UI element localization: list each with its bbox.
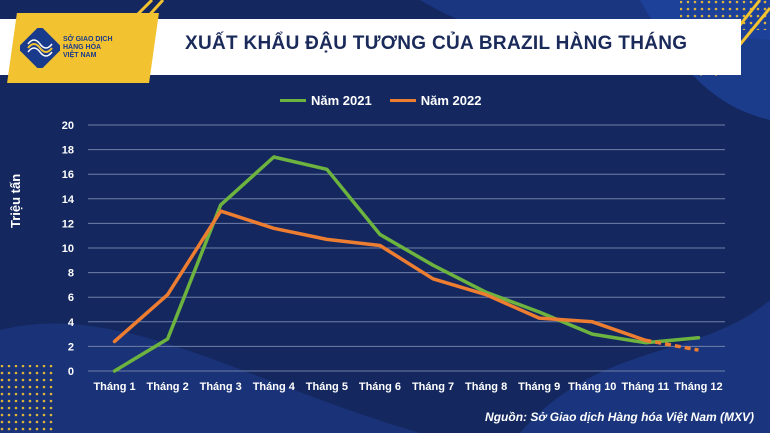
y-tick-label: 4	[68, 317, 75, 329]
y-tick-label: 8	[68, 268, 74, 280]
logo-icon	[20, 28, 60, 68]
dot-pattern-left	[0, 365, 55, 433]
y-tick-label: 0	[68, 366, 74, 378]
x-tick-label: Tháng 2	[147, 381, 189, 393]
x-tick-label: Tháng 11	[622, 381, 670, 393]
y-tick-label: 14	[62, 194, 75, 206]
logo-text: SỞ GIAO DỊCH HÀNG HÓA VIỆT NAM	[63, 36, 113, 59]
x-tick-label: Tháng 4	[253, 381, 296, 393]
x-tick-label: Tháng 10	[568, 381, 616, 393]
legend-item-2022: Năm 2022	[389, 93, 482, 108]
y-tick-label: 18	[62, 145, 74, 157]
x-tick-label: Tháng 7	[412, 381, 454, 393]
x-tick-label: Tháng 6	[359, 381, 401, 393]
y-tick-label: 10	[62, 243, 74, 255]
page-title: XUẤT KHẨU ĐẬU TƯƠNG CỦA BRAZIL HÀNG THÁN…	[185, 33, 688, 54]
legend-label-2022: Năm 2022	[420, 93, 482, 108]
x-tick-label: Tháng 9	[518, 381, 560, 393]
y-tick-label: 2	[68, 341, 74, 353]
y-tick-label: 16	[62, 169, 74, 181]
y-tick-label: 20	[62, 120, 74, 132]
y-tick-label: 12	[62, 218, 74, 230]
source-note: Nguồn: Sở Giao dịch Hàng hóa Việt Nam (M…	[485, 410, 754, 424]
x-tick-label: Tháng 3	[200, 381, 242, 393]
x-tick-label: Tháng 1	[93, 381, 135, 393]
y-tick-label: 6	[68, 292, 74, 304]
x-tick-label: Tháng 5	[306, 381, 348, 393]
series-line-dashed-1	[645, 338, 699, 352]
logo: SỞ GIAO DỊCH HÀNG HÓA VIỆT NAM	[20, 23, 144, 73]
chart-legend: Năm 2021 Năm 2022	[280, 93, 481, 108]
x-tick-label: Tháng 8	[465, 381, 507, 393]
legend-label-2021: Năm 2021	[311, 93, 372, 108]
legend-swatch-2021	[280, 99, 306, 102]
legend-item-2021: Năm 2021	[280, 93, 372, 108]
legend-swatch-2022	[389, 99, 416, 102]
x-tick-label: Tháng 12	[674, 381, 722, 393]
